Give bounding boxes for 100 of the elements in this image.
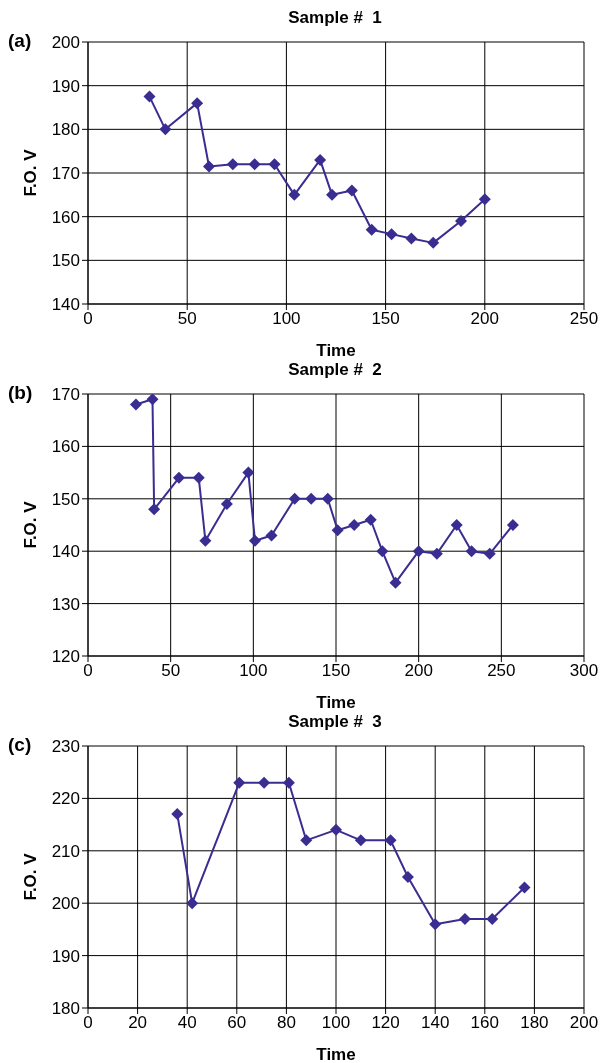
x-tick-label: 80 xyxy=(276,1013,296,1033)
text: (c) xyxy=(8,734,32,756)
x-tick-label: 40 xyxy=(177,1013,197,1033)
point xyxy=(458,912,471,925)
y-tick-label: 220 xyxy=(51,789,80,809)
x-tick-label: 100 xyxy=(239,661,268,681)
y-tick-label: 170 xyxy=(51,164,80,184)
x-tick-label: 200 xyxy=(470,309,499,329)
y-tick-label: 180 xyxy=(51,999,80,1019)
point xyxy=(348,519,361,531)
y-tick-label: 150 xyxy=(51,251,80,271)
y-tick-label: 140 xyxy=(51,295,80,315)
x-tick-label: 160 xyxy=(470,1013,499,1033)
y-tick-label: 190 xyxy=(51,76,80,96)
point xyxy=(172,471,185,484)
point xyxy=(384,834,397,847)
point xyxy=(427,236,440,249)
point xyxy=(412,545,425,558)
point xyxy=(389,576,402,589)
point xyxy=(401,871,414,883)
x-tick-label: 60 xyxy=(227,1013,247,1033)
y-tick-label: 190 xyxy=(51,946,80,966)
point xyxy=(506,519,519,531)
point xyxy=(159,123,172,136)
y-tick-label: 170 xyxy=(51,385,80,405)
point xyxy=(248,158,261,171)
x-tick-label: 200 xyxy=(569,1013,599,1033)
chart-title: Sample # 1 xyxy=(287,8,383,29)
point xyxy=(326,188,339,201)
y-axis-title: F.O. V xyxy=(21,148,41,197)
y-tick-label: 140 xyxy=(51,542,80,562)
point xyxy=(220,498,233,511)
point xyxy=(171,808,184,821)
x-tick-label: 20 xyxy=(128,1013,148,1033)
y-tick-label: 150 xyxy=(51,489,80,509)
x-tick-label: 250 xyxy=(569,309,599,329)
point xyxy=(143,90,156,103)
chart-title: Sample # 3 xyxy=(287,712,383,733)
point xyxy=(454,215,467,228)
y-tick-label: 160 xyxy=(51,207,80,227)
x-tick-label: 250 xyxy=(487,661,516,681)
chart-title: Sample # 2 xyxy=(287,360,383,381)
x-axis-title: Time xyxy=(316,1045,356,1063)
text: (b) xyxy=(8,382,33,404)
x-tick-label: 140 xyxy=(421,1013,450,1033)
y-axis-title: F.O. V xyxy=(21,500,41,549)
text: (a) xyxy=(8,30,32,52)
point xyxy=(192,471,205,484)
y-tick-label: 200 xyxy=(51,894,80,914)
point xyxy=(330,823,342,836)
x-tick-label: 100 xyxy=(321,1013,351,1033)
point xyxy=(450,519,463,531)
point xyxy=(478,193,491,206)
point xyxy=(300,834,313,847)
point xyxy=(429,918,442,931)
point xyxy=(365,223,378,236)
point xyxy=(405,232,418,245)
x-tick-label: 0 xyxy=(83,661,93,681)
x-tick-label: 300 xyxy=(569,661,599,681)
point xyxy=(203,160,216,173)
point xyxy=(199,534,212,547)
x-tick-label: 180 xyxy=(520,1013,549,1033)
x-tick-label: 200 xyxy=(404,661,433,681)
point xyxy=(376,545,389,558)
point xyxy=(268,158,281,171)
x-tick-label: 0 xyxy=(83,309,93,329)
point xyxy=(186,897,199,910)
point xyxy=(331,524,344,537)
point xyxy=(265,529,278,542)
x-tick-label: 50 xyxy=(161,661,181,681)
point xyxy=(385,228,398,241)
x-axis-title: Time xyxy=(316,693,356,712)
point xyxy=(191,97,204,110)
x-tick-label: 0 xyxy=(83,1013,93,1033)
y-axis-title: F.O. V xyxy=(21,852,41,901)
point xyxy=(288,492,301,505)
point xyxy=(226,158,239,171)
y-tick-label: 210 xyxy=(51,841,80,861)
point xyxy=(288,188,301,201)
y-tick-label: 120 xyxy=(51,647,80,667)
point xyxy=(148,503,161,516)
point xyxy=(258,776,271,789)
x-tick-label: 150 xyxy=(321,661,351,681)
y-tick-label: 130 xyxy=(51,594,80,614)
point xyxy=(486,912,499,925)
point xyxy=(305,492,318,505)
point xyxy=(146,394,159,406)
x-tick-label: 120 xyxy=(371,1013,400,1033)
x-tick-label: 150 xyxy=(371,309,400,329)
point xyxy=(282,776,295,789)
x-tick-label: 100 xyxy=(272,309,301,329)
point xyxy=(233,776,246,789)
point xyxy=(354,834,367,847)
y-tick-label: 200 xyxy=(51,33,80,53)
point xyxy=(248,534,261,547)
point xyxy=(465,545,478,558)
point xyxy=(314,153,327,166)
x-tick-label: 50 xyxy=(177,309,197,329)
point xyxy=(321,492,334,505)
y-tick-label: 160 xyxy=(51,437,80,457)
